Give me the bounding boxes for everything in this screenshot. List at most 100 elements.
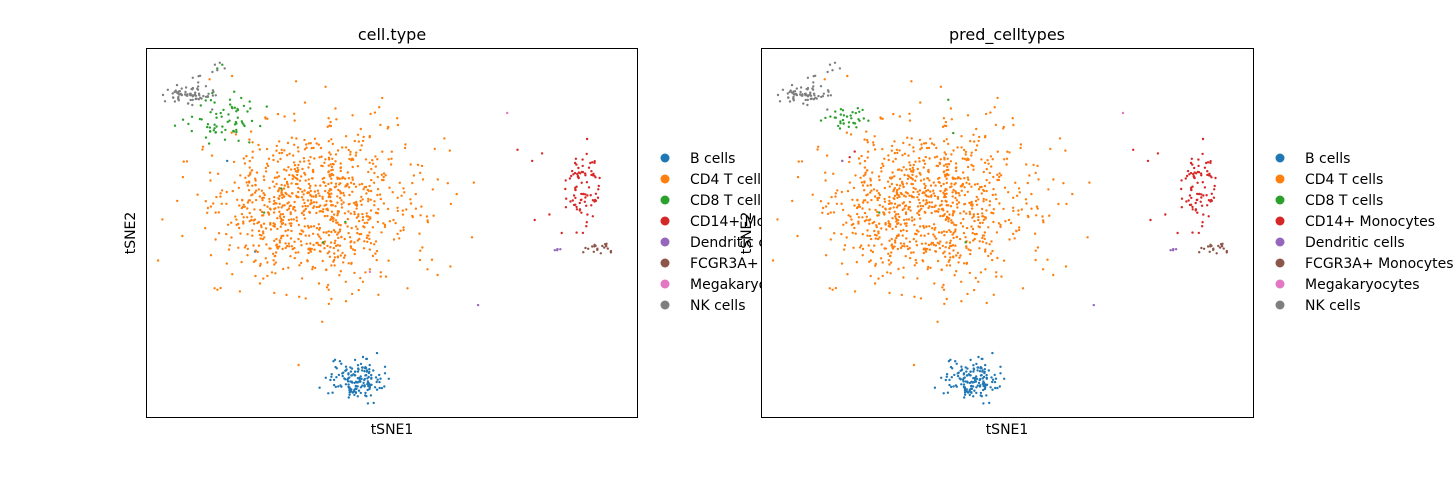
data-point (219, 111, 222, 115)
data-point (795, 87, 798, 90)
data-point (366, 215, 369, 218)
data-point (200, 118, 203, 121)
data-point (922, 251, 926, 255)
data-point (276, 112, 280, 116)
data-point (982, 388, 985, 392)
data-point (873, 282, 877, 285)
data-point (348, 202, 351, 206)
data-point (857, 222, 860, 225)
data-point (950, 153, 953, 156)
data-point (258, 233, 262, 237)
data-point (917, 210, 921, 213)
data-point (826, 108, 829, 111)
data-point (340, 235, 343, 238)
data-point (309, 142, 312, 145)
data-point (323, 161, 326, 164)
data-point (156, 259, 160, 262)
data-point (899, 229, 903, 233)
data-point (403, 146, 407, 150)
data-point (275, 202, 278, 205)
data-point (812, 98, 816, 101)
series-fcgr3a-monocytes (582, 242, 613, 255)
data-point (964, 366, 967, 369)
legend-item: Dendritic cells (1275, 235, 1405, 251)
data-point (237, 139, 240, 142)
data-point (939, 214, 942, 218)
data-point (333, 256, 337, 259)
data-point (184, 90, 187, 94)
data-point (280, 192, 283, 195)
data-point (1197, 231, 1201, 235)
data-point (957, 191, 960, 195)
data-point (348, 393, 351, 396)
data-point (257, 244, 261, 247)
data-point (845, 236, 848, 239)
data-point (361, 139, 365, 143)
data-point (1191, 231, 1194, 234)
data-point (1176, 231, 1179, 235)
data-point (834, 116, 837, 119)
data-point (1215, 252, 1218, 255)
data-point (272, 259, 275, 262)
data-point (928, 225, 931, 228)
data-point (281, 219, 285, 222)
data-point (583, 200, 586, 203)
data-point (919, 179, 923, 182)
data-point (274, 251, 278, 254)
data-point (978, 135, 981, 139)
data-point (960, 365, 963, 368)
data-point (275, 237, 278, 241)
data-point (339, 169, 342, 173)
data-point (912, 190, 915, 194)
data-point (365, 370, 369, 373)
data-point (236, 108, 240, 112)
data-point (984, 134, 987, 138)
data-point (922, 166, 925, 169)
data-point (331, 391, 334, 394)
data-point (262, 211, 266, 214)
data-point (942, 140, 946, 143)
data-point (923, 186, 927, 190)
data-point (398, 181, 401, 184)
data-point (290, 182, 293, 185)
data-point (388, 186, 391, 189)
data-point (605, 242, 608, 245)
data-point (948, 229, 951, 232)
data-point (350, 367, 354, 370)
data-point (860, 154, 863, 158)
data-point (1018, 226, 1021, 229)
data-point (993, 380, 997, 384)
data-point (330, 172, 333, 176)
data-point (976, 212, 980, 216)
data-point (384, 275, 388, 278)
data-point (215, 116, 218, 119)
data-point (1194, 208, 1198, 211)
data-point (246, 254, 249, 257)
data-point (972, 133, 975, 136)
data-point (226, 223, 230, 226)
data-point (1035, 205, 1039, 208)
data-point (216, 172, 220, 175)
data-point (1021, 287, 1025, 290)
data-point (304, 234, 307, 237)
data-point (278, 239, 281, 242)
data-point (351, 381, 354, 384)
data-point (262, 192, 265, 195)
data-point (229, 103, 232, 106)
data-point (991, 388, 994, 391)
data-point (843, 248, 846, 251)
data-point (1194, 201, 1197, 205)
data-point (433, 147, 436, 151)
data-point (1036, 246, 1040, 249)
data-point (788, 100, 792, 103)
data-point (992, 208, 995, 211)
data-point (981, 221, 984, 224)
data-point (1000, 174, 1003, 177)
data-point (865, 130, 868, 133)
data-point (316, 241, 319, 245)
data-point (930, 211, 933, 215)
data-point (369, 198, 372, 201)
data-point (951, 221, 954, 224)
data-point (924, 250, 928, 253)
data-point (571, 169, 574, 173)
